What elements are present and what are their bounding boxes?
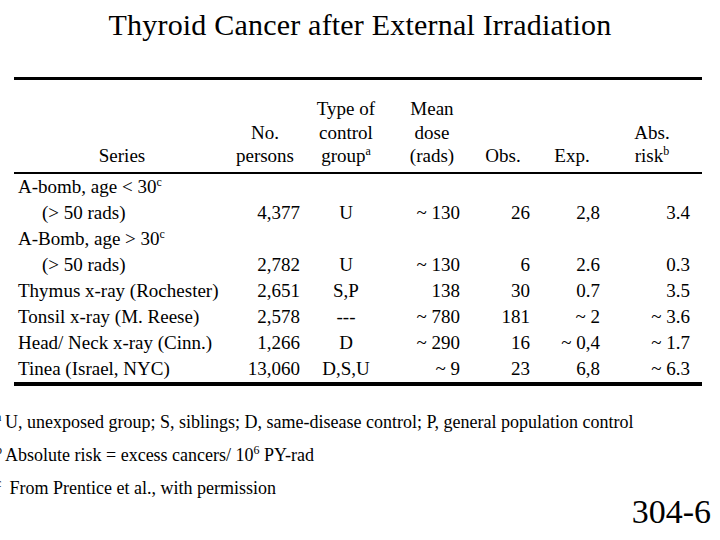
cell-obs [476,226,544,252]
cell-series: A-Bomb, age > 30c [14,226,230,252]
table-row: Thymus x-ray (Rochester)2,651S,P138300.7… [14,278,702,304]
cell-risk: 3.4 [614,200,702,226]
cell-risk: ~ 6.3 [614,356,702,384]
cell-persons: 2,782 [230,252,316,278]
cell-exp: ~ 0,4 [544,330,614,356]
header-expected-label: Exp. [554,145,589,166]
cell-dose [404,173,476,200]
cell-series: (> 50 rads) [14,252,230,278]
thyroid-cancer-table: Series No. persons Type of control group… [14,77,702,386]
header-control-group: Type of control groupa [316,79,404,174]
footnote-absolute-risk: bAbsolute risk = excess cancers/ 106 PY-… [3,445,314,466]
cell-risk: ~ 1.7 [614,330,702,356]
header-series: Series [14,79,230,174]
cell-persons: 2,651 [230,278,316,304]
cell-series: A-bomb, age < 30c [14,173,230,200]
cell-obs [476,173,544,200]
series-sup: c [156,175,161,189]
cell-control: U [316,200,404,226]
cell-obs: 181 [476,304,544,330]
cell-dose: ~ 130 [404,252,476,278]
header-no-persons-label: No. persons [236,122,294,166]
cell-dose: ~ 290 [404,330,476,356]
series-sup: c [160,227,165,241]
cell-persons: 1,266 [230,330,316,356]
footnote-text: From Prentice et al., with permission [5,478,276,498]
cell-control: U [316,252,404,278]
cell-obs: 23 [476,356,544,384]
header-expected: Exp. [544,79,614,174]
cell-exp: 2,8 [544,200,614,226]
cell-dose: 138 [404,278,476,304]
cell-persons: 4,377 [230,200,316,226]
footnote-text: U, unexposed group; S, siblings; D, same… [5,412,633,432]
cell-exp: 0.7 [544,278,614,304]
footnote-source: c From Prentice et al., with permission [3,478,276,499]
page-number: 304-6 [632,493,711,531]
header-control-group-sup: a [366,144,371,158]
cell-obs: 26 [476,200,544,226]
cell-exp [544,173,614,200]
cell-control [316,226,404,252]
cell-dose: ~ 780 [404,304,476,330]
cell-control [316,173,404,200]
cell-exp: 2.6 [544,252,614,278]
header-series-label: Series [99,145,145,166]
cell-persons [230,226,316,252]
cell-risk: ~ 3.6 [614,304,702,330]
header-mean-dose: Mean dose (rads) [404,79,476,174]
header-no-persons: No. persons [230,79,316,174]
header-observed: Obs. [476,79,544,174]
cell-dose: ~ 130 [404,200,476,226]
footnote-control-groups: aU, unexposed group; S, siblings; D, sam… [3,412,633,433]
table-row: Tonsil x-ray (M. Reese)2,578---~ 780181~… [14,304,702,330]
cell-risk [614,226,702,252]
header-abs-risk: Abs. riskb [614,79,702,174]
table-row: Tinea (Israel, NYC)13,060D,S,U~ 9236,8~ … [14,356,702,384]
footnote-text: Absolute risk = excess cancers/ 10 [5,445,254,465]
cell-risk: 0.3 [614,252,702,278]
table-row: A-Bomb, age > 30c [14,226,702,252]
cell-exp [544,226,614,252]
cell-control: S,P [316,278,404,304]
cell-control: D,S,U [316,356,404,384]
table-row: A-bomb, age < 30c [14,173,702,200]
cell-series: Tinea (Israel, NYC) [14,356,230,384]
cell-dose: ~ 9 [404,356,476,384]
header-observed-label: Obs. [485,145,520,166]
table-row: (> 50 rads)4,377U~ 130262,83.4 [14,200,702,226]
cell-series: (> 50 rads) [14,200,230,226]
table-row: (> 50 rads)2,782U~ 13062.60.3 [14,252,702,278]
table-body: A-bomb, age < 30c(> 50 rads)4,377U~ 1302… [14,173,702,384]
cell-risk: 3.5 [614,278,702,304]
cell-series: Thymus x-ray (Rochester) [14,278,230,304]
cell-series: Head/ Neck x-ray (Cinn.) [14,330,230,356]
cell-exp: ~ 2 [544,304,614,330]
cell-exp: 6,8 [544,356,614,384]
cell-obs: 16 [476,330,544,356]
cell-control: --- [316,304,404,330]
header-mean-dose-label: Mean dose (rads) [410,98,454,165]
table-row: Head/ Neck x-ray (Cinn.)1,266D~ 29016~ 0… [14,330,702,356]
cell-obs: 6 [476,252,544,278]
cell-persons: 13,060 [230,356,316,384]
cell-control: D [316,330,404,356]
footnote-text: PY-rad [260,445,315,465]
cell-dose [404,226,476,252]
cell-obs: 30 [476,278,544,304]
slide-title: Thyroid Cancer after External Irradiatio… [0,8,720,42]
slide: Thyroid Cancer after External Irradiatio… [0,0,720,540]
cell-persons [230,173,316,200]
cell-risk [614,173,702,200]
cell-persons: 2,578 [230,304,316,330]
header-abs-risk-sup: b [663,144,669,158]
table-header: Series No. persons Type of control group… [14,79,702,174]
cell-series: Tonsil x-ray (M. Reese) [14,304,230,330]
